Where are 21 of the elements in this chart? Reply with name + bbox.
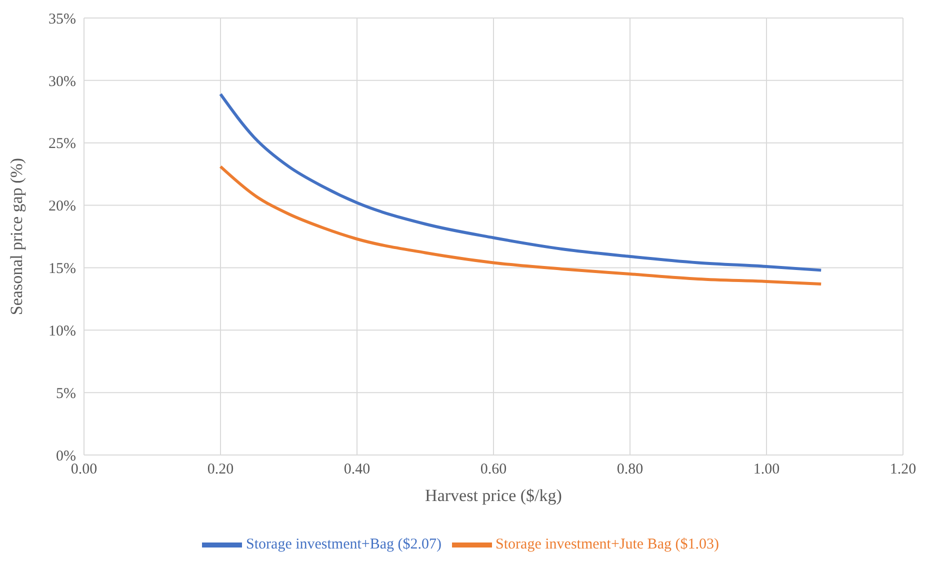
legend-label: Storage investment+Bag ($2.07) — [246, 536, 442, 552]
x-tick-label: 0.20 — [207, 462, 234, 478]
line-series — [219, 92, 823, 272]
y-tick-label: 0% — [56, 448, 76, 464]
x-tick-label: 1.20 — [890, 462, 916, 478]
y-tick-label: 10% — [48, 323, 76, 340]
y-axis-title: Seasonal price gap (%) — [7, 158, 26, 316]
legend-label: Storage investment+Jute Bag ($1.03) — [496, 536, 719, 552]
x-axis-title: Harvest price ($/kg) — [425, 486, 562, 505]
y-tick-label: 20% — [48, 198, 76, 215]
y-tick-label: 35% — [48, 11, 76, 28]
x-tick-label: 0.40 — [344, 462, 370, 478]
y-tick-label: 5% — [56, 386, 76, 402]
y-tick-label: 30% — [48, 74, 76, 90]
y-tick-label: 25% — [48, 136, 76, 152]
x-tick-label: 0.60 — [480, 462, 507, 478]
x-tick-label: 1.00 — [753, 462, 780, 478]
line-series — [219, 165, 823, 286]
y-tick-label: 15% — [48, 261, 76, 278]
x-tick-label: 0.00 — [70, 462, 98, 478]
x-tick-label: 0.80 — [616, 462, 644, 478]
